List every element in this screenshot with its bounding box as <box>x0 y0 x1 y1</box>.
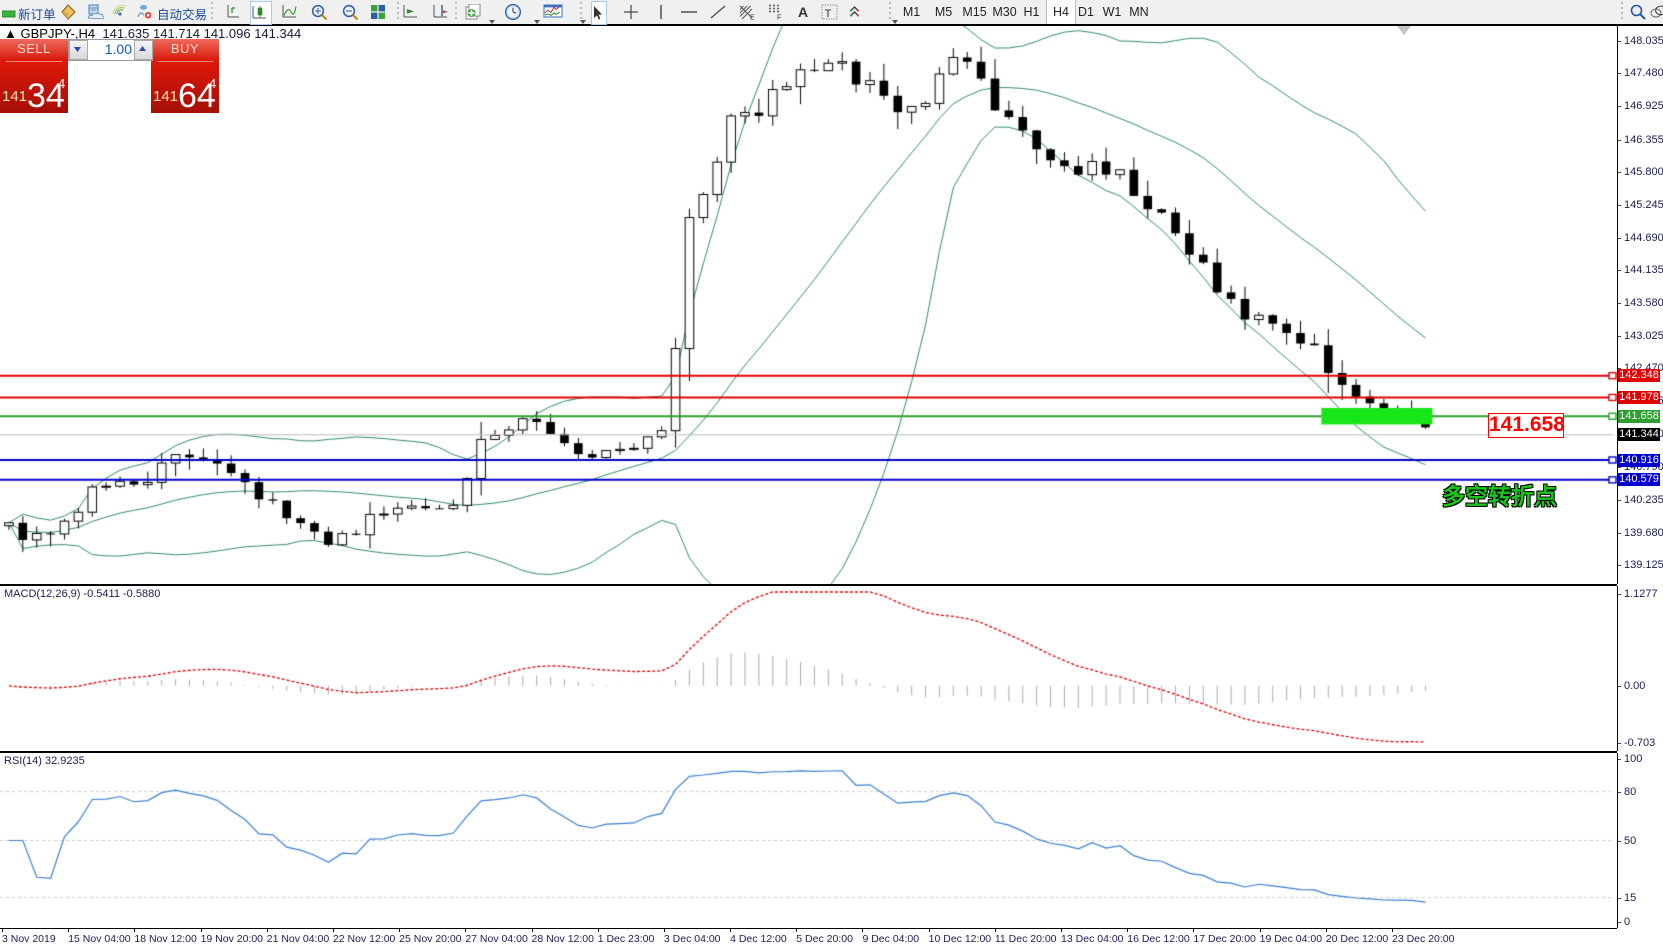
svg-text:F: F <box>777 15 781 21</box>
svg-text:T: T <box>825 8 832 20</box>
svg-text:E: E <box>750 15 755 21</box>
svg-text:A: A <box>798 4 808 20</box>
